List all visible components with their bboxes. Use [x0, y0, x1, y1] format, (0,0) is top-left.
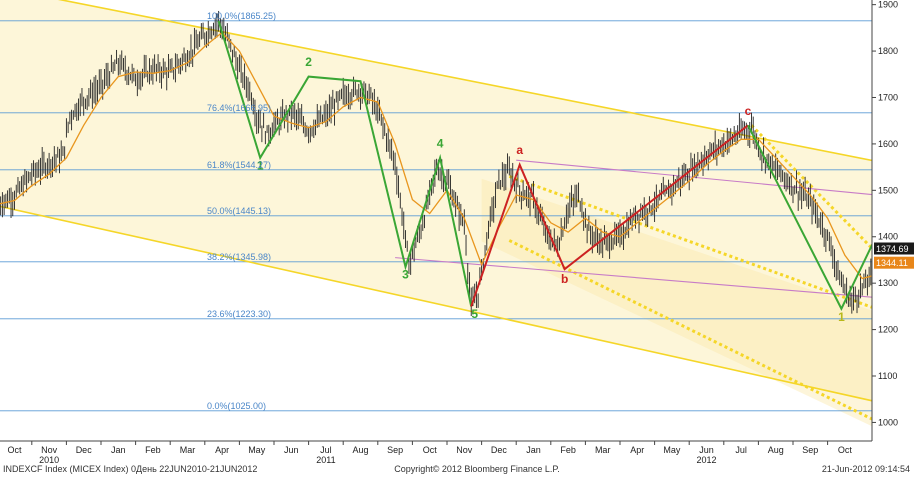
wave-label-6: b [561, 272, 568, 286]
x-tick-label-14: Dec [491, 445, 508, 455]
x-tick-label-13: Nov [456, 445, 473, 455]
fibonacci-label-3: 50.0%(1445.13) [207, 206, 271, 216]
y-tick-label-4: 1400 [878, 232, 898, 242]
fibonacci-label-4: 38.2%(1345.98) [207, 252, 271, 262]
price-badge-bg-1 [874, 256, 914, 269]
x-tick-label-12: Oct [423, 445, 438, 455]
trendline-violet-lower [395, 257, 872, 298]
y-tick-label-5: 1500 [878, 185, 898, 195]
channel-lower-line [0, 205, 872, 402]
x-tick-label-7: May [248, 445, 266, 455]
x-tick-label-18: Apr [630, 445, 644, 455]
x-tick-label-11: Sep [387, 445, 403, 455]
x-tick-label-3: Jan [111, 445, 126, 455]
x-tick-label-10: Aug [352, 445, 368, 455]
x-tick-label-17: Mar [595, 445, 611, 455]
x-tick-label-1: Nov [41, 445, 58, 455]
x-tick-label-19: May [663, 445, 681, 455]
y-tick-label-2: 1200 [878, 325, 898, 335]
wave-label-7: c [745, 104, 752, 118]
x-tick-label-9: Jul [320, 445, 332, 455]
wave-label-3: 4 [437, 137, 444, 151]
fibonacci-label-0: 100.0%(1865.25) [207, 11, 276, 21]
x-tick-label-2: Dec [76, 445, 93, 455]
fibonacci-labels-layer: 100.0%(1865.25) 76.4%(1666.95) 61.8%(1544.… [207, 11, 276, 411]
channel-upper-line [57, 0, 872, 162]
x-tick-label-4: Feb [145, 445, 161, 455]
footer-copyright-text: Copyright© 2012 Bloomberg Finance L.P. [394, 464, 560, 474]
wave-red-correction [470, 124, 749, 307]
x-tick-label-15: Jan [526, 445, 541, 455]
price-layer [0, 10, 872, 316]
x-year-label-2: 2012 [696, 455, 716, 465]
y-tick-label-7: 1700 [878, 92, 898, 102]
x-year-label-1: 2011 [316, 455, 335, 465]
wave-layer: 12345abc12345 [217, 20, 880, 324]
wave-green-impulse-2 [747, 124, 872, 311]
axes-layer: 1000 1100 1200 1300 1400 1500 1600 1700 1800 1900… [0, 0, 914, 465]
fibonacci-label-2: 61.8%(1544.27) [207, 160, 271, 170]
wave-label-4: 5 [471, 307, 478, 321]
y-tick-label-0: 1000 [878, 417, 898, 427]
x-tick-label-23: Sep [802, 445, 818, 455]
y-tick-label-3: 1300 [878, 278, 898, 288]
fibonacci-layer [0, 20, 872, 412]
wave-label-9: 2 [873, 216, 880, 230]
channel-dotted-steep [750, 124, 872, 251]
x-tick-label-5: Mar [180, 445, 196, 455]
y-tick-label-6: 1600 [878, 139, 898, 149]
wave-label-8: 1 [838, 310, 845, 324]
x-tick-label-21: Jul [735, 445, 747, 455]
wave-label-0: 1 [257, 158, 264, 172]
price-badge-label-0: 1374.69 [876, 244, 909, 254]
price-badge-label-1: 1344.11 [876, 258, 908, 268]
fibonacci-label-6: 0.0%(1025.00) [207, 401, 266, 411]
x-tick-label-20: Jun [699, 445, 714, 455]
fibonacci-label-1: 76.4%(1666.95) [207, 103, 271, 113]
y-tick-label-1: 1100 [878, 371, 897, 381]
fibonacci-label-5: 23.6%(1223.30) [207, 309, 271, 319]
x-year-label-0: 2010 [39, 455, 59, 465]
wave-green-impulse-1 [217, 20, 473, 307]
x-tick-label-22: Aug [768, 445, 784, 455]
x-tick-label-0: Oct [7, 445, 22, 455]
trendline-violet-upper [516, 159, 872, 196]
x-tick-label-8: Jun [284, 445, 299, 455]
x-tick-label-24: Oct [838, 445, 853, 455]
y-tick-label-8: 1800 [878, 46, 898, 56]
channel-dotted-upper [508, 174, 872, 309]
footer-timestamp-text: 21-Jun-2012 09:14:54 [821, 464, 910, 474]
channel-fill-inner [481, 178, 872, 427]
x-tick-label-6: Apr [215, 445, 229, 455]
x-tick-label-16: Feb [560, 445, 576, 455]
channel-fill-main [0, 0, 872, 401]
wave-label-5: a [516, 143, 523, 157]
y-tick-label-9: 1900 [878, 0, 898, 10]
wave-label-2: 3 [402, 268, 409, 282]
footer-left-text: INDEXCF Index (MICEX Index) 0День 22JUN2… [3, 464, 258, 474]
wave-label-1: 2 [305, 55, 312, 69]
price-badge-bg-0 [874, 242, 914, 255]
